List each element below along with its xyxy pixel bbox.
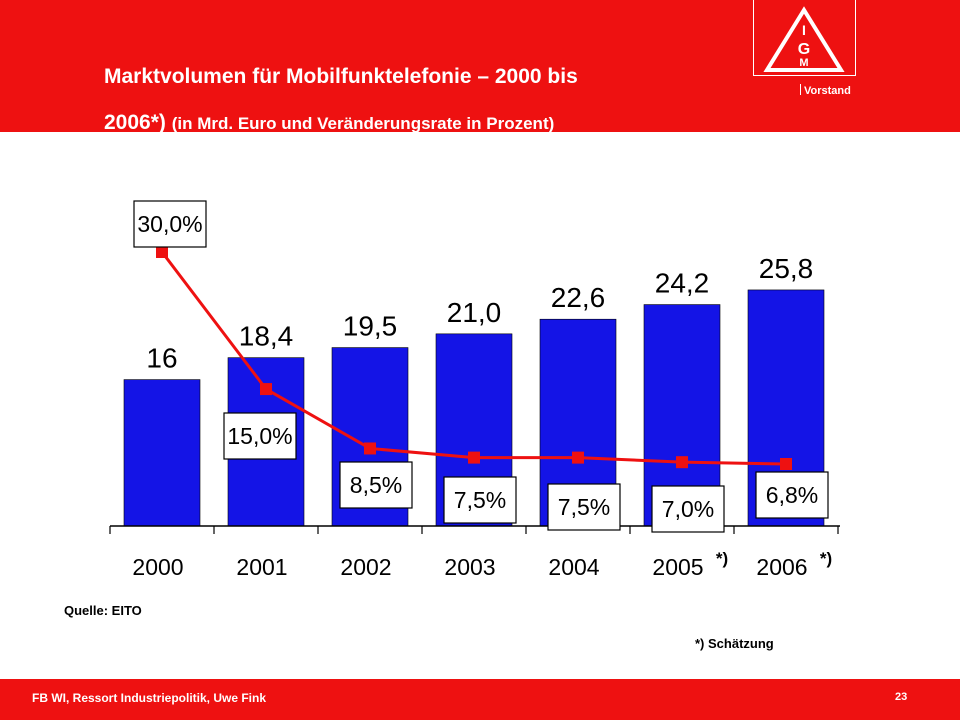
growth-rate-box-2001 [223,412,297,460]
title-line-2: 2006*) (in Mrd. Euro und Veränderungsrat… [104,100,724,147]
growth-rate-label-2001: 15,0% [227,423,292,449]
bar-value-label-2002: 19,5 [343,311,398,342]
igm-logo-icon: I G M [753,0,856,76]
growth-rate-label-2000: 30,0% [137,211,202,237]
estimate-marker-2005: *) [716,549,728,568]
svg-text:M: M [799,57,808,69]
growth-rate-label-2002: 8,5% [350,472,402,498]
bar-value-label-2005: 24,2 [655,268,710,299]
title-line-2-main: 2006*) [104,111,166,134]
svg-text:I: I [802,22,806,38]
x-tick-label-2004: 2004 [548,554,599,580]
source-note: Quelle: EITO [64,603,142,618]
growth-rate-box-2005 [651,485,725,533]
growth-rate-point-2003 [468,451,480,464]
estimate-note: *) Schätzung [695,636,774,651]
footer-credit: FB WI, Ressort Industriepolitik, Uwe Fin… [32,691,267,705]
bar-value-label-2003: 21,0 [447,297,502,328]
title-line-1: Marktvolumen für Mobilfunktelefonie – 20… [104,65,578,88]
growth-rate-box-2000 [133,200,207,248]
estimate-marker-2006: *) [820,549,832,568]
header-bar: Marktvolumen für Mobilfunktelefonie – 20… [0,0,960,134]
bar-2000 [123,379,201,527]
growth-rate-label-2004: 7,5% [558,494,610,520]
growth-rate-label-2006: 6,8% [766,482,818,508]
bar-value-label-2000: 16 [146,343,177,374]
growth-rate-point-2006 [780,458,792,470]
page-number: 23 [895,691,908,703]
growth-rate-label-2003: 7,5% [454,487,506,513]
growth-rate-point-2004 [572,451,584,464]
slide-title: Marktvolumen für Mobilfunktelefonie – 20… [104,54,724,147]
svg-text:G: G [798,41,810,58]
x-tick-label-2000: 2000 [132,554,183,580]
growth-rate-point-2002 [364,442,376,455]
bar-value-label-2004: 22,6 [551,282,606,313]
x-tick-label-2006: 2006 [756,554,807,580]
x-tick-label-2002: 2002 [340,554,391,580]
growth-rate-box-2004 [547,483,621,531]
bar-value-label-2001: 18,4 [239,321,294,352]
brand-label: Vorstand [800,84,851,97]
growth-rate-point-2000 [156,246,168,258]
growth-rate-box-2006 [755,471,829,519]
title-line-2-sub: (in Mrd. Euro und Veränderungsrate in Pr… [171,114,555,133]
growth-rate-box-2003 [443,476,517,524]
x-tick-label-2003: 2003 [444,554,495,580]
bar-value-label-2006: 25,8 [759,253,814,284]
growth-rate-label-2005: 7,0% [662,496,714,522]
footer-bar: FB WI, Ressort Industriepolitik, Uwe Fin… [0,679,960,720]
x-tick-label-2005: 2005 [652,554,703,580]
growth-rate-point-2001 [260,383,272,396]
x-tick-label-2001: 2001 [236,554,287,580]
growth-rate-box-2002 [339,461,413,509]
growth-rate-point-2005 [676,456,688,469]
market-volume-chart: 16 2000 18,4 2001 19,5 2002 21,0 2003 22,6 2004 24… [109,200,840,580]
